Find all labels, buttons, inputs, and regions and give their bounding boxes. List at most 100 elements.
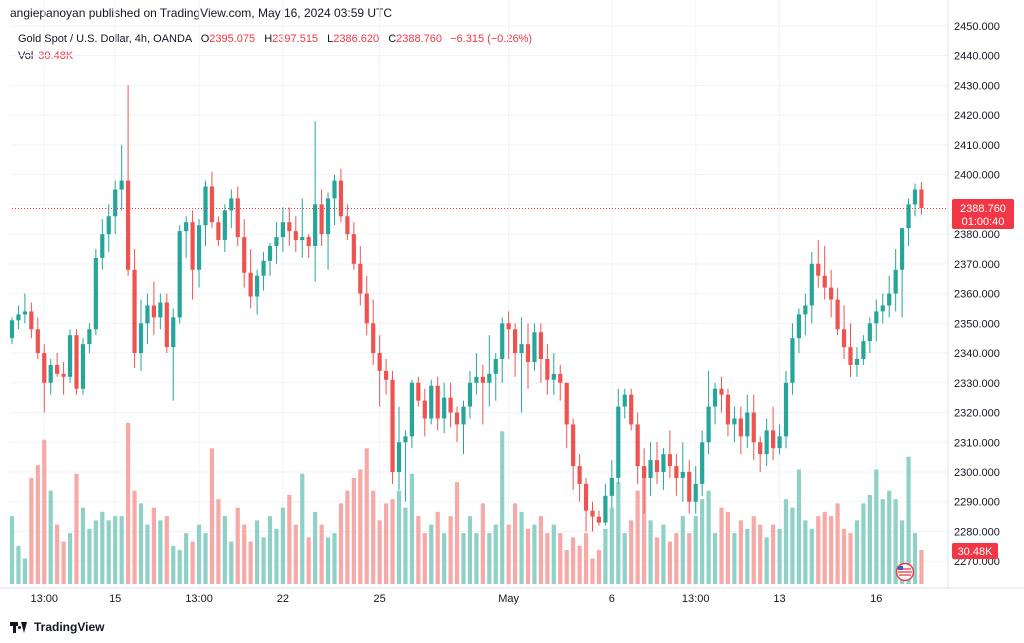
volume-bar bbox=[67, 533, 73, 584]
volume-bar bbox=[725, 511, 731, 584]
change-value: −6.315 (−0.26%) bbox=[450, 33, 533, 45]
candle-body bbox=[661, 454, 666, 472]
y-tick-label: 2420.000 bbox=[954, 110, 1000, 122]
volume-bar bbox=[712, 533, 718, 584]
candle-body bbox=[396, 442, 402, 472]
volume-bar bbox=[603, 528, 608, 584]
candle-body bbox=[409, 382, 414, 437]
x-tick-label: 25 bbox=[374, 593, 386, 605]
price-axis: 2450.000 2440.000 2430.000 2420.000 2410.000… bbox=[954, 21, 1000, 568]
candle-body bbox=[61, 373, 66, 377]
volume-bar bbox=[532, 524, 537, 584]
symbol-name[interactable]: Gold Spot / U.S. Dollar, 4h, OANDA bbox=[18, 33, 192, 45]
candle-body bbox=[577, 466, 582, 484]
volume-bar bbox=[609, 507, 614, 584]
candle-body bbox=[209, 186, 215, 223]
volume-bar bbox=[267, 516, 273, 584]
candle-body bbox=[345, 216, 350, 235]
volume-bar bbox=[693, 516, 698, 584]
volume-bar bbox=[87, 528, 92, 584]
candle-body bbox=[545, 359, 550, 380]
candle-body bbox=[525, 344, 531, 362]
candle-body bbox=[313, 204, 318, 246]
volume-bar bbox=[448, 516, 453, 584]
volume-bar bbox=[351, 477, 356, 584]
volume-bar bbox=[480, 503, 485, 584]
candle-body bbox=[16, 314, 21, 321]
volume-bar bbox=[467, 516, 473, 584]
y-tick-label: 2400.000 bbox=[954, 170, 1000, 182]
candle-body bbox=[480, 376, 485, 383]
candle-body bbox=[35, 329, 40, 354]
candle-body bbox=[248, 272, 253, 297]
volume-bar bbox=[474, 533, 479, 584]
volume-bar bbox=[687, 533, 692, 584]
volume-bar bbox=[203, 533, 208, 584]
volume-bar bbox=[583, 533, 589, 584]
candle-body bbox=[738, 418, 743, 437]
candle-body bbox=[919, 189, 924, 209]
candle-body bbox=[680, 472, 685, 478]
y-tick-label: 2370.000 bbox=[954, 259, 1000, 271]
candle-body bbox=[384, 370, 389, 380]
volume-bar bbox=[848, 533, 853, 584]
volume-bar bbox=[151, 507, 156, 584]
volume-bar bbox=[893, 499, 898, 584]
volume-bar bbox=[429, 524, 434, 584]
volume-bar bbox=[642, 473, 647, 584]
volume-bar bbox=[622, 533, 627, 584]
volume-bar bbox=[138, 503, 144, 584]
candles bbox=[9, 85, 924, 532]
y-tick-label: 2300.000 bbox=[954, 467, 1000, 479]
volume-bar bbox=[287, 494, 292, 584]
x-tick-label: May bbox=[498, 593, 519, 605]
y-tick-label: 2320.000 bbox=[954, 408, 1000, 420]
volume-bar bbox=[880, 499, 885, 584]
volume-bar bbox=[177, 550, 182, 584]
volume-bar bbox=[325, 537, 331, 584]
volume-bar bbox=[706, 490, 711, 584]
candle-body bbox=[487, 373, 492, 383]
candle-body bbox=[351, 234, 356, 264]
candle-body bbox=[390, 379, 395, 472]
volume-bar bbox=[816, 516, 821, 584]
volume-bar bbox=[280, 507, 285, 584]
time-axis: 13:00 15 13:00 22 25 May 6 13:00 13 16 bbox=[30, 593, 882, 605]
footer-brand[interactable]: TradingView bbox=[10, 620, 104, 634]
volume-bar bbox=[319, 524, 324, 584]
candle-body bbox=[29, 311, 34, 330]
open-value: 2395.075 bbox=[209, 33, 256, 45]
volume-bar bbox=[745, 528, 750, 584]
candle-body bbox=[371, 323, 376, 354]
candle-body bbox=[138, 323, 144, 354]
volume-bar bbox=[261, 537, 266, 584]
us-flag-icon[interactable] bbox=[895, 562, 915, 582]
candle-body bbox=[642, 466, 647, 478]
price-tag: 2388.760 01:00:40 bbox=[952, 199, 1014, 229]
candle-body bbox=[184, 222, 189, 232]
candle-body bbox=[854, 359, 860, 365]
y-tick-label: 2450.000 bbox=[954, 21, 1000, 33]
volume-bar bbox=[255, 520, 260, 584]
candle-body bbox=[22, 311, 27, 315]
volume-bar bbox=[667, 541, 672, 584]
candle-body bbox=[132, 269, 137, 354]
candle-body bbox=[113, 189, 118, 217]
candle-body bbox=[700, 442, 705, 484]
candle-body bbox=[571, 424, 576, 467]
candle-body bbox=[235, 198, 240, 238]
volume-bar bbox=[506, 524, 511, 584]
volume-bar bbox=[906, 456, 911, 584]
candle-body bbox=[900, 228, 905, 270]
volume-bar bbox=[738, 520, 743, 584]
volume-bar bbox=[16, 545, 21, 584]
x-tick-label: 6 bbox=[609, 593, 615, 605]
candle-body bbox=[848, 347, 853, 365]
candle-body bbox=[287, 222, 292, 232]
volume-bar bbox=[313, 511, 318, 584]
candle-body bbox=[190, 222, 195, 270]
candle-body bbox=[751, 412, 756, 443]
volume-bar bbox=[435, 511, 440, 584]
candle-body bbox=[835, 299, 840, 330]
